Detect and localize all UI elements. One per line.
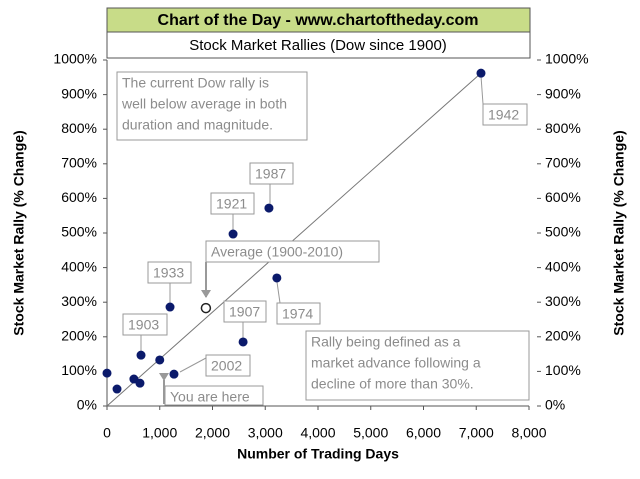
title-box: [106, 31, 531, 59]
annotation-text: Rally being defined as a: [311, 334, 461, 350]
x-tick-label: 1,000: [142, 425, 177, 441]
x-tick-label: 3,000: [248, 425, 283, 441]
point: [238, 337, 248, 347]
x-tick-label: 2,000: [195, 425, 230, 441]
annotation-leader: [480, 75, 484, 105]
point: [135, 378, 145, 388]
annotation-arrowhead: [159, 373, 169, 381]
y-tick-label: 600%: [61, 189, 97, 205]
point: [228, 229, 238, 239]
point: [136, 350, 146, 360]
annotation-text: 1903: [128, 317, 159, 333]
annotation-box: [305, 330, 530, 401]
annotation-box: [249, 162, 294, 185]
point: [112, 384, 122, 394]
annotation-box: [116, 71, 308, 141]
annotation-text: 1987: [255, 166, 286, 182]
x-tick-label: 4,000: [300, 425, 335, 441]
x-tick-label: 5,000: [353, 425, 388, 441]
annotation-box: [482, 103, 528, 126]
annotation-text: 1933: [153, 265, 184, 281]
y-tick-label: 800%: [61, 120, 97, 136]
x-tick-label: 8,000: [511, 425, 546, 441]
y2-tick-label: 500%: [545, 224, 581, 240]
x-tick-label: 6,000: [406, 425, 441, 441]
annotation-box: [223, 300, 267, 323]
y-axis-title: Stock Market Rally (% Change): [11, 130, 27, 335]
point: [169, 369, 179, 379]
point: [264, 203, 274, 213]
annotation-text: You are here: [170, 389, 250, 405]
annotation-leader: [276, 281, 281, 304]
annotation-text: 1907: [229, 304, 260, 320]
point: [155, 355, 165, 365]
y2-tick-label: 0%: [545, 397, 565, 413]
y-tick-label: 0%: [77, 397, 97, 413]
annotation-text: 1942: [488, 107, 519, 123]
y-tick-label: 900%: [61, 85, 97, 101]
average-point: [200, 302, 212, 314]
y2-tick-label: 300%: [545, 293, 581, 309]
y2-tick-label: 1000%: [545, 51, 589, 67]
y-tick-label: 500%: [61, 224, 97, 240]
annotation-text: Average (1900-2010): [211, 244, 343, 260]
annotation-text: duration and magnitude.: [122, 117, 273, 133]
y2-tick-label: 600%: [545, 189, 581, 205]
annotation-text: 1921: [216, 196, 247, 212]
point: [272, 273, 282, 283]
y-tick-label: 100%: [61, 362, 97, 378]
y2-tick-label: 200%: [545, 328, 581, 344]
y2-tick-label: 900%: [545, 85, 581, 101]
annotation-text: market advance following a: [311, 355, 481, 371]
point: [102, 368, 112, 378]
annotation-box: [147, 261, 192, 284]
annotation-box: [164, 385, 264, 406]
annotation-box: [210, 192, 255, 215]
y2-axis-title: Stock Market Rally (% Change): [611, 130, 627, 335]
point: [165, 302, 175, 312]
x-axis-title: Number of Trading Days: [237, 446, 399, 462]
x-tick-label: 0: [103, 425, 111, 441]
chart-title: Stock Market Rallies (Dow since 1900): [189, 37, 447, 54]
header-box: [106, 7, 531, 33]
annotation-box: [276, 302, 321, 325]
annotation-text: The current Dow rally is: [122, 75, 269, 91]
y-tick-label: 400%: [61, 258, 97, 274]
annotation-text: 2002: [211, 358, 242, 374]
annotation-leader: [179, 357, 207, 373]
y2-tick-label: 100%: [545, 362, 581, 378]
y2-tick-label: 400%: [545, 258, 581, 274]
y-tick-label: 300%: [61, 293, 97, 309]
y-tick-label: 200%: [61, 328, 97, 344]
annotation-text: 1974: [282, 306, 313, 322]
point: [476, 68, 486, 78]
annotation-text: well below average in both: [121, 96, 287, 112]
y2-tick-label: 700%: [545, 155, 581, 171]
trend-line: [106, 72, 482, 407]
annotation-arrowhead: [201, 290, 211, 298]
annotation-box: [205, 354, 251, 377]
annotation-box: [122, 313, 168, 336]
x-tick-label: 7,000: [459, 425, 494, 441]
y-tick-label: 1000%: [53, 51, 97, 67]
y2-tick-label: 800%: [545, 120, 581, 136]
header: Chart of the Day - www.chartoftheday.com: [158, 12, 479, 29]
annotation-text: decline of more than 30%.: [311, 376, 474, 392]
y-tick-label: 700%: [61, 155, 97, 171]
annotation-box: [205, 240, 380, 263]
